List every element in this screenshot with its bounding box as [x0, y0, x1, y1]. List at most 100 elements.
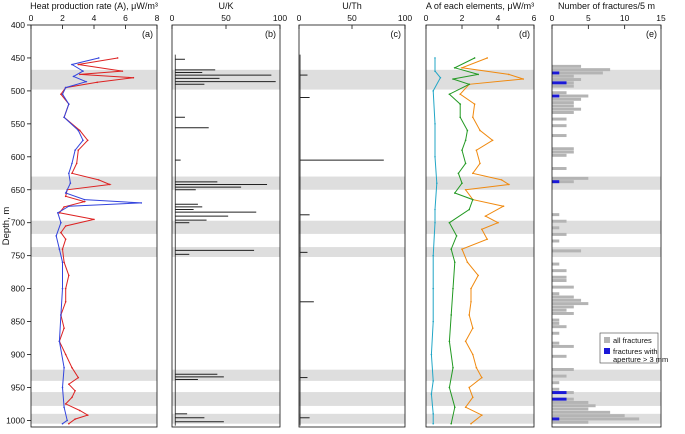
histogram-bar: [552, 414, 625, 418]
data-point: [461, 182, 463, 184]
histogram-bar: [552, 176, 589, 180]
data-point: [61, 248, 64, 250]
data-point: [452, 366, 454, 369]
data-point: [475, 366, 478, 369]
data-point: [459, 93, 462, 95]
data-point: [86, 414, 89, 416]
data-point: [477, 73, 480, 76]
data-point: [454, 67, 456, 69]
series-line: [459, 57, 524, 425]
histogram-bar: [552, 407, 589, 411]
data-point: [454, 406, 456, 409]
panel-frame: [551, 24, 662, 428]
panel-frame: [425, 24, 535, 428]
data-point: [466, 261, 469, 264]
histogram-bar: [552, 74, 574, 78]
highlight-band: [172, 247, 280, 257]
data-point: [477, 274, 480, 277]
data-point: [79, 409, 81, 412]
data-point: [434, 221, 436, 224]
data-point: [479, 162, 481, 165]
histogram-bar: [552, 239, 560, 243]
legend-swatch: [604, 337, 610, 343]
y-tick-label: 450: [11, 53, 25, 63]
series-line: [58, 57, 134, 425]
highlight-band: [426, 392, 534, 406]
histogram-bar: [552, 249, 582, 253]
data-point: [64, 300, 67, 303]
data-point: [432, 413, 435, 415]
histogram-bar: [552, 219, 567, 223]
data-point: [85, 80, 87, 83]
highlight-band: [552, 176, 661, 190]
data-point: [61, 93, 64, 95]
data-point: [481, 376, 483, 379]
x-tick-label: 100: [273, 13, 287, 23]
highlight-band: [299, 413, 405, 424]
data-point: [60, 231, 62, 234]
histogram-bar: [552, 420, 589, 424]
data-point: [64, 86, 67, 89]
data-point: [481, 414, 483, 416]
data-point: [72, 75, 75, 78]
highlight-band: [552, 247, 661, 257]
data-point: [56, 212, 59, 214]
histogram-bar: [552, 391, 567, 395]
x-tick-label: 2: [460, 13, 465, 23]
data-point: [108, 183, 111, 186]
data-point: [71, 366, 73, 369]
series-line: [55, 57, 142, 425]
histogram-bar: [552, 153, 567, 157]
histogram-bar: [552, 354, 567, 358]
highlight-band: [552, 220, 661, 234]
data-point: [132, 76, 135, 79]
histogram-bar: [552, 94, 560, 98]
data-point: [455, 235, 458, 237]
histogram-bar: [552, 387, 560, 391]
legend-label: fractures with: [613, 347, 658, 356]
panel-title: U/K: [218, 1, 233, 11]
histogram-bar: [552, 150, 574, 154]
y-tick-label: 700: [11, 218, 25, 228]
data-point: [97, 57, 100, 59]
data-point: [522, 78, 524, 80]
histogram-bar: [552, 78, 582, 82]
panel-a: 0 2 4 6 8 Heat production rate (A), μW/m³ (a): [29, 1, 160, 428]
histogram-bar: [552, 167, 567, 170]
data-point: [472, 116, 474, 119]
data-point: [63, 366, 65, 369]
data-point: [71, 63, 73, 66]
histogram-bar: [552, 262, 560, 266]
data-point: [63, 327, 65, 329]
x-tick-label: 10: [620, 13, 630, 23]
data-point: [79, 73, 81, 76]
histogram-bar: [552, 302, 589, 306]
highlight-band: [426, 413, 534, 424]
histogram-bar: [552, 275, 567, 279]
data-point: [68, 422, 70, 425]
highlight-band: [172, 413, 280, 424]
histogram-bar: [552, 417, 560, 421]
histogram-bar: [552, 305, 574, 309]
data-point: [454, 192, 456, 194]
highlight-band: [31, 392, 157, 406]
data-point: [83, 198, 86, 201]
data-point: [63, 116, 65, 119]
data-point: [502, 205, 505, 208]
x-tick-label: 5: [586, 13, 591, 23]
data-point: [63, 206, 65, 208]
histogram-bar: [552, 180, 574, 184]
data-point: [63, 406, 65, 409]
histogram-bar: [552, 331, 560, 335]
data-point: [473, 57, 476, 59]
data-point: [464, 139, 467, 142]
data-point: [68, 103, 70, 105]
highlight-band: [426, 247, 534, 257]
data-point: [74, 389, 76, 392]
data-point: [434, 57, 436, 59]
data-point: [430, 353, 433, 356]
histogram-bar: [552, 226, 560, 230]
